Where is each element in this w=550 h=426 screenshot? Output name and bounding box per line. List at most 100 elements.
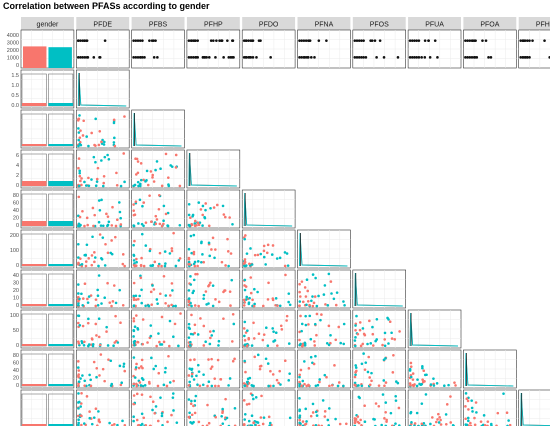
scatter-point (343, 303, 346, 307)
scatter-point (275, 257, 279, 260)
scatter-point (173, 322, 177, 326)
scatter-point (366, 342, 369, 346)
scatter-point (332, 297, 336, 301)
scatter-point (260, 394, 263, 398)
scatter-point (136, 180, 140, 184)
scatter-point (439, 418, 442, 422)
density-male (299, 232, 348, 267)
scatter-point (123, 115, 126, 118)
scatter-point (158, 222, 162, 226)
scatter-point (195, 374, 198, 378)
strip-point (408, 39, 412, 42)
scatter-point (337, 325, 341, 329)
scatter-point (190, 372, 194, 376)
scatter-point (243, 237, 247, 241)
scatter-point (103, 140, 106, 144)
scatter-point (475, 411, 478, 414)
scatter-point (146, 183, 150, 187)
scatter-point (164, 262, 167, 265)
scatter-point (136, 297, 140, 301)
scatter-point (111, 300, 115, 303)
scatter-point (420, 402, 424, 405)
scatter-point (140, 256, 143, 260)
scatter-point (88, 410, 91, 413)
strip-point (417, 39, 421, 42)
facet-bar-female (22, 304, 47, 306)
scatter-point (136, 160, 140, 163)
strip-point (423, 39, 427, 42)
scatter-point (371, 332, 375, 336)
panel-PFHS-PFDO (518, 190, 550, 228)
strip-point (364, 56, 368, 59)
scatter-point (197, 370, 201, 373)
scatter-point (353, 421, 357, 425)
scatter-point (334, 303, 338, 307)
strip-point (519, 39, 522, 42)
col-strip-PFBS (131, 17, 185, 30)
scatter-point (202, 293, 206, 297)
scatter-point (144, 304, 147, 308)
density-male (188, 152, 237, 187)
scatter-point (298, 290, 301, 294)
scatter-point (103, 379, 106, 383)
scatter-point (473, 423, 477, 426)
scatter-point (394, 422, 397, 425)
scatter-point (424, 393, 428, 396)
strip-point (378, 39, 382, 42)
scatter-point (505, 411, 509, 415)
scatter-point (114, 235, 117, 239)
scatter-point (283, 264, 287, 268)
scatter-point (123, 264, 126, 268)
scatter-point (78, 171, 81, 175)
scatter-point (276, 344, 279, 347)
scatter-point (313, 322, 317, 326)
scatter-point (249, 291, 253, 295)
strip-point (103, 39, 107, 42)
scatter-point (142, 178, 145, 182)
scatter-point (199, 208, 203, 211)
scatter-point (120, 381, 124, 385)
scatter-point (206, 403, 209, 407)
scatter-point (358, 328, 362, 332)
scatter-point (103, 155, 107, 159)
strip-point (196, 39, 199, 42)
scatter-point (151, 400, 155, 404)
scatter-point (93, 251, 96, 254)
scatter-point (370, 379, 373, 383)
scatter-point (118, 210, 122, 214)
scatter-point (300, 384, 303, 388)
strip-point (192, 56, 195, 59)
scatter-point (262, 255, 266, 259)
scatter-point (153, 260, 157, 264)
strip-point (257, 39, 261, 42)
chart-title: Correlation between PFASs according to g… (3, 1, 210, 11)
scatter-point (306, 289, 310, 293)
strip-point (81, 56, 84, 59)
scatter-point (422, 422, 426, 425)
strip-point (306, 56, 310, 59)
scatter-point (431, 416, 434, 419)
scatter-point (105, 325, 108, 329)
scatter-point (392, 353, 395, 357)
y-tick-label: 4000 (7, 33, 19, 39)
scatter-point (221, 411, 224, 415)
scatter-point (105, 212, 108, 216)
scatter-point (100, 140, 103, 144)
scatter-point (264, 357, 268, 361)
scatter-point (242, 262, 246, 265)
scatter-point (166, 211, 170, 215)
strip-point (134, 56, 138, 59)
strip-point (433, 39, 437, 42)
scatter-point (221, 407, 224, 411)
scatter-point (90, 422, 94, 426)
facet-bar-male (48, 344, 73, 346)
facet-bar-female (22, 424, 47, 426)
y-tick-label: 1.5 (11, 73, 19, 79)
scatter-point (243, 423, 246, 426)
scatter-point (275, 378, 279, 382)
scatter-point (196, 260, 200, 263)
scatter-point (314, 354, 317, 358)
scatter-point (168, 381, 172, 384)
scatter-point (271, 373, 275, 376)
scatter-point (385, 420, 388, 423)
